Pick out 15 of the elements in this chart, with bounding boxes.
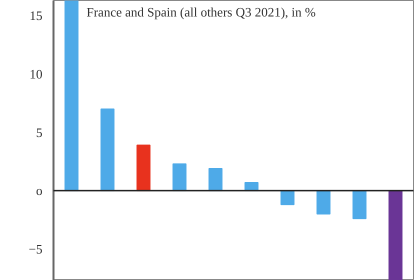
- bar: [352, 190, 366, 220]
- bar: [172, 163, 186, 192]
- bar: [388, 190, 402, 280]
- y-tick-label: o: [36, 183, 42, 198]
- bar: [136, 144, 150, 192]
- bar: [280, 190, 294, 206]
- y-tick-label: −5: [28, 242, 43, 256]
- bar: [316, 190, 330, 214]
- y-tick-label: 5: [36, 124, 42, 140]
- bar: [100, 108, 114, 192]
- chart-title: France and Spain (all others Q3 2021), in %: [86, 4, 316, 20]
- bar: [64, 0, 78, 192]
- bar: [208, 168, 222, 192]
- y-tick-label: 10: [30, 66, 42, 82]
- y-tick-label: 15: [30, 8, 42, 24]
